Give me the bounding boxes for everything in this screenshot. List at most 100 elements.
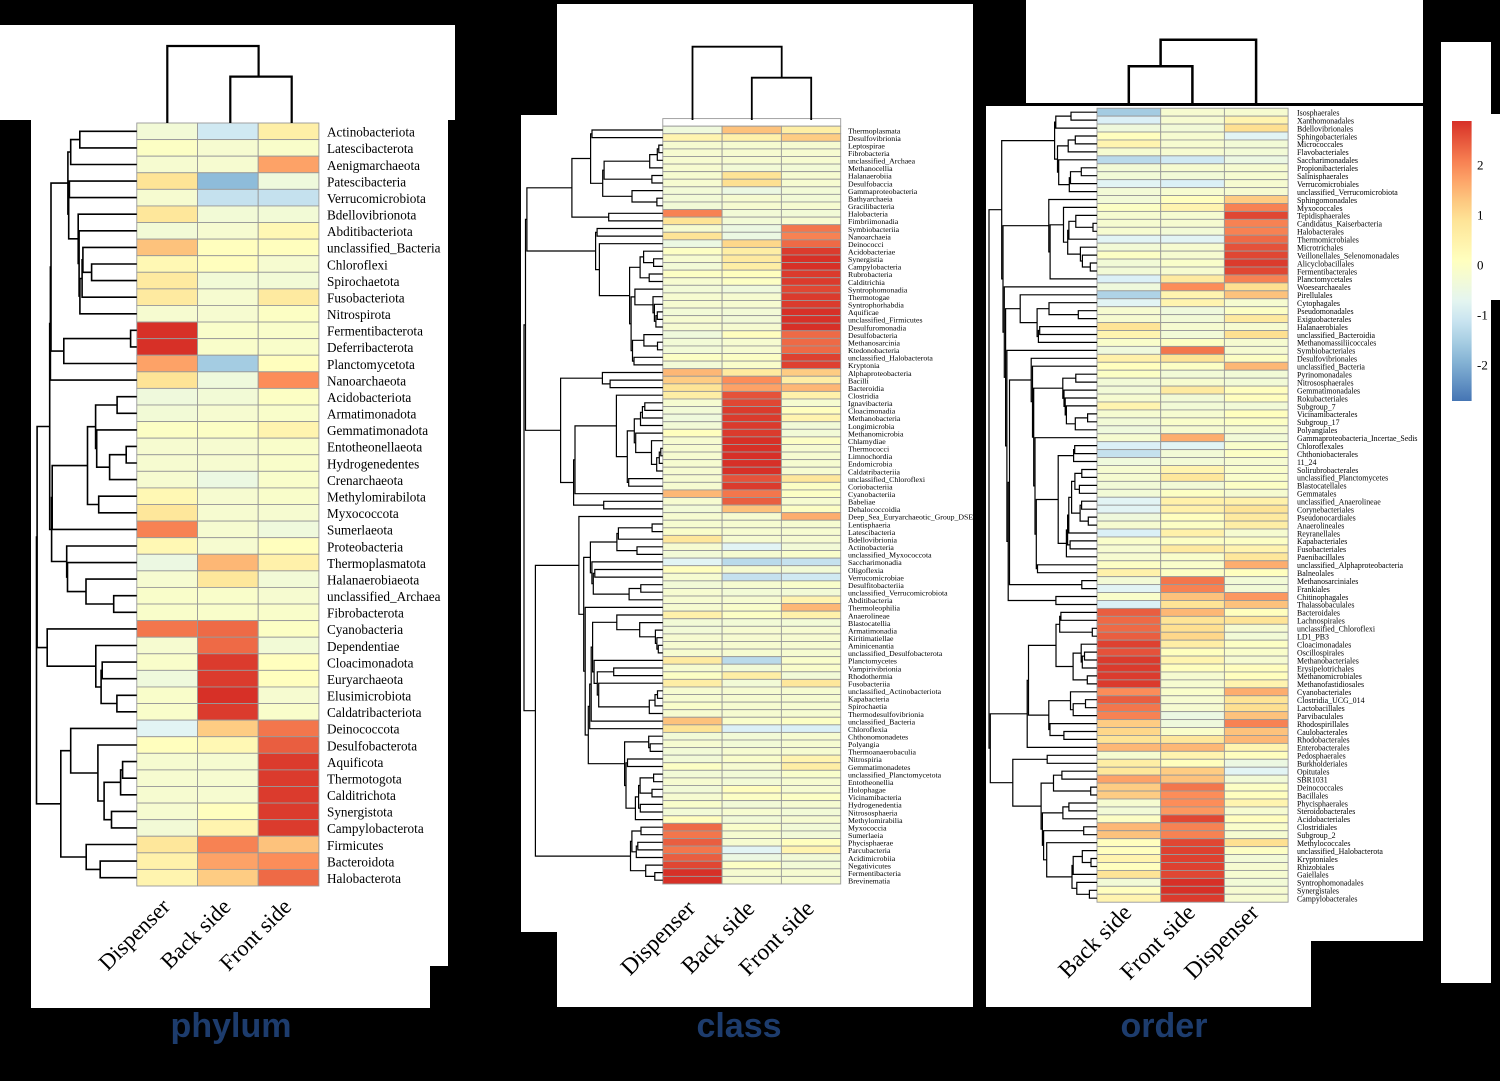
svg-text:Thermoleophilia: Thermoleophilia bbox=[848, 604, 901, 613]
svg-text:Cytophagales: Cytophagales bbox=[1297, 299, 1340, 308]
svg-text:Caldatribacteriia: Caldatribacteriia bbox=[848, 467, 900, 476]
svg-text:Chloroflexales: Chloroflexales bbox=[1297, 442, 1343, 451]
svg-text:Nitrososphaeria: Nitrososphaeria bbox=[848, 808, 898, 817]
svg-text:Propionibacteriales: Propionibacteriales bbox=[1297, 164, 1358, 173]
svg-text:unclassified_Planctomycetota: unclassified_Planctomycetota bbox=[848, 770, 942, 779]
svg-text:Euryarchaeota: Euryarchaeota bbox=[327, 672, 403, 687]
svg-text:Anaerolineae: Anaerolineae bbox=[848, 611, 890, 620]
svg-text:Brevinematia: Brevinematia bbox=[848, 877, 891, 886]
svg-text:Alicyclobacillales: Alicyclobacillales bbox=[1297, 259, 1354, 268]
svg-text:Gemmatimonadetes: Gemmatimonadetes bbox=[848, 763, 910, 772]
svg-text:Fibrobacteria: Fibrobacteria bbox=[848, 149, 890, 158]
svg-text:Frankiales: Frankiales bbox=[1297, 585, 1330, 594]
svg-text:Nanoarchaeota: Nanoarchaeota bbox=[327, 373, 406, 388]
svg-text:Halobacterota: Halobacterota bbox=[327, 871, 401, 886]
svg-text:Paenibacillales: Paenibacillales bbox=[1297, 553, 1344, 562]
svg-text:Aminicenantia: Aminicenantia bbox=[848, 642, 894, 651]
svg-text:Methanomassiliicoccales: Methanomassiliicoccales bbox=[1297, 339, 1376, 348]
svg-text:Fimbriimonadia: Fimbriimonadia bbox=[848, 217, 899, 226]
svg-text:Abditibacteria: Abditibacteria bbox=[848, 596, 893, 605]
svg-text:Aquificota: Aquificota bbox=[327, 755, 384, 770]
svg-text:0: 0 bbox=[1477, 258, 1484, 273]
svg-text:unclassified_Anaerolineae: unclassified_Anaerolineae bbox=[1297, 498, 1381, 507]
svg-text:Candidatus_Kaiserbacteria: Candidatus_Kaiserbacteria bbox=[1297, 220, 1383, 229]
svg-text:Entotheonellia: Entotheonellia bbox=[848, 778, 894, 787]
svg-text:Xanthomonadales: Xanthomonadales bbox=[1297, 116, 1354, 125]
svg-text:Syntrophomonadales: Syntrophomonadales bbox=[1297, 879, 1364, 888]
svg-text:unclassified_Planctomycetes: unclassified_Planctomycetes bbox=[1297, 474, 1388, 483]
svg-text:Thermodesulfovibrionia: Thermodesulfovibrionia bbox=[848, 710, 924, 719]
svg-text:Pirellulales: Pirellulales bbox=[1297, 291, 1333, 300]
svg-text:Chlamydiae: Chlamydiae bbox=[848, 437, 886, 446]
svg-text:Acidimicrobiia: Acidimicrobiia bbox=[848, 854, 896, 863]
svg-text:Clostridiales: Clostridiales bbox=[1297, 823, 1337, 832]
svg-text:Negativicutes: Negativicutes bbox=[848, 861, 891, 870]
svg-text:Subgroup_2: Subgroup_2 bbox=[1297, 831, 1336, 840]
svg-text:Crenarchaeota: Crenarchaeota bbox=[327, 473, 403, 488]
svg-text:Subgroup_17: Subgroup_17 bbox=[1297, 418, 1340, 427]
svg-text:unclassified_Myxococcota: unclassified_Myxococcota bbox=[848, 551, 932, 560]
svg-text:Solirubrobacterales: Solirubrobacterales bbox=[1297, 466, 1358, 475]
svg-text:Parcubacteria: Parcubacteria bbox=[848, 846, 891, 855]
svg-text:Chthonomonadetes: Chthonomonadetes bbox=[848, 733, 908, 742]
svg-text:Desulfobaccia: Desulfobaccia bbox=[848, 179, 893, 188]
svg-text:unclassified_Firmicutes: unclassified_Firmicutes bbox=[848, 316, 923, 325]
svg-text:Alphaproteobacteria: Alphaproteobacteria bbox=[848, 369, 912, 378]
svg-text:Phycisphaerae: Phycisphaerae bbox=[848, 839, 894, 848]
svg-text:Deinococcota: Deinococcota bbox=[327, 722, 400, 737]
svg-text:unclassified_Desulfobacterota: unclassified_Desulfobacterota bbox=[848, 649, 943, 658]
svg-text:Halanaerobiaeota: Halanaerobiaeota bbox=[327, 572, 419, 587]
svg-text:Halanaerobiia: Halanaerobiia bbox=[848, 172, 892, 181]
svg-text:Gemmatimonadota: Gemmatimonadota bbox=[327, 423, 428, 438]
svg-text:Acidobacteriae: Acidobacteriae bbox=[848, 248, 896, 257]
svg-text:Synergistales: Synergistales bbox=[1297, 887, 1339, 896]
svg-text:Methanobacteria: Methanobacteria bbox=[848, 414, 901, 423]
svg-text:Calditrichia: Calditrichia bbox=[848, 278, 885, 287]
svg-text:phylum: phylum bbox=[171, 1007, 292, 1045]
svg-text:Fibrobacterota: Fibrobacterota bbox=[327, 606, 404, 621]
svg-text:unclassified_Bacteroidia: unclassified_Bacteroidia bbox=[1297, 331, 1375, 340]
svg-text:Rubrobacteria: Rubrobacteria bbox=[848, 270, 893, 279]
svg-text:Oligoflexia: Oligoflexia bbox=[848, 566, 884, 575]
svg-text:Thermoplasmata: Thermoplasmata bbox=[848, 126, 901, 135]
svg-text:Salinisphaerales: Salinisphaerales bbox=[1297, 172, 1348, 181]
svg-text:Methanomicrobiales: Methanomicrobiales bbox=[1297, 672, 1362, 681]
svg-text:Sphingomonadales: Sphingomonadales bbox=[1297, 196, 1357, 205]
svg-text:unclassified_Halobacterota: unclassified_Halobacterota bbox=[1297, 847, 1383, 856]
svg-text:Methanosarcinia: Methanosarcinia bbox=[848, 339, 900, 348]
svg-text:Halobacteria: Halobacteria bbox=[848, 210, 888, 219]
svg-text:Deep_Sea_Euryarchaeotic_Group_: Deep_Sea_Euryarchaeotic_Group_DSEG bbox=[848, 513, 979, 522]
svg-text:Cyanobacteriales: Cyanobacteriales bbox=[1297, 688, 1351, 697]
svg-text:Bdellovibrionota: Bdellovibrionota bbox=[327, 208, 417, 223]
svg-text:Hydrogenedentia: Hydrogenedentia bbox=[848, 801, 902, 810]
svg-text:Reyranellales: Reyranellales bbox=[1297, 529, 1340, 538]
svg-text:Deinococcales: Deinococcales bbox=[1297, 783, 1343, 792]
svg-text:Isosphaerales: Isosphaerales bbox=[1297, 109, 1340, 118]
svg-text:Chitinophagales: Chitinophagales bbox=[1297, 593, 1348, 602]
svg-text:Steroidobacterales: Steroidobacterales bbox=[1297, 807, 1355, 816]
svg-text:Blastocatellia: Blastocatellia bbox=[848, 619, 891, 628]
svg-text:Sumerlaeia: Sumerlaeia bbox=[848, 831, 884, 840]
svg-text:Bdellovibrionia: Bdellovibrionia bbox=[848, 536, 897, 545]
svg-text:unclassified_Actinobacteriota: unclassified_Actinobacteriota bbox=[848, 687, 942, 696]
svg-text:Synergistota: Synergistota bbox=[327, 805, 393, 820]
svg-text:LD1_PB3: LD1_PB3 bbox=[1297, 633, 1329, 642]
svg-text:Bacilli: Bacilli bbox=[848, 376, 870, 385]
svg-text:Desulfobacteria: Desulfobacteria bbox=[848, 331, 898, 340]
svg-text:Nitrospiria: Nitrospiria bbox=[848, 755, 882, 764]
svg-text:Methylomirabilia: Methylomirabilia bbox=[848, 816, 903, 825]
svg-text:Rhizobiales: Rhizobiales bbox=[1297, 863, 1334, 872]
svg-text:Opitutales: Opitutales bbox=[1297, 768, 1329, 777]
svg-text:Chthoniobacterales: Chthoniobacterales bbox=[1297, 450, 1358, 459]
svg-text:Micrococcales: Micrococcales bbox=[1297, 140, 1343, 149]
svg-text:Acidobacteriales: Acidobacteriales bbox=[1297, 815, 1350, 824]
svg-text:Saccharimonadia: Saccharimonadia bbox=[848, 558, 902, 567]
svg-text:2: 2 bbox=[1477, 158, 1484, 173]
svg-text:Planctomycetales: Planctomycetales bbox=[1297, 275, 1352, 284]
svg-text:Fusobacteriales: Fusobacteriales bbox=[1297, 545, 1346, 554]
svg-text:Firmicutes: Firmicutes bbox=[327, 838, 383, 853]
svg-text:-2: -2 bbox=[1477, 358, 1488, 373]
svg-text:Gammaproteobacteria: Gammaproteobacteria bbox=[848, 187, 918, 196]
svg-text:Desulfovibrionales: Desulfovibrionales bbox=[1297, 355, 1357, 364]
svg-text:Armatimonadota: Armatimonadota bbox=[327, 407, 417, 422]
